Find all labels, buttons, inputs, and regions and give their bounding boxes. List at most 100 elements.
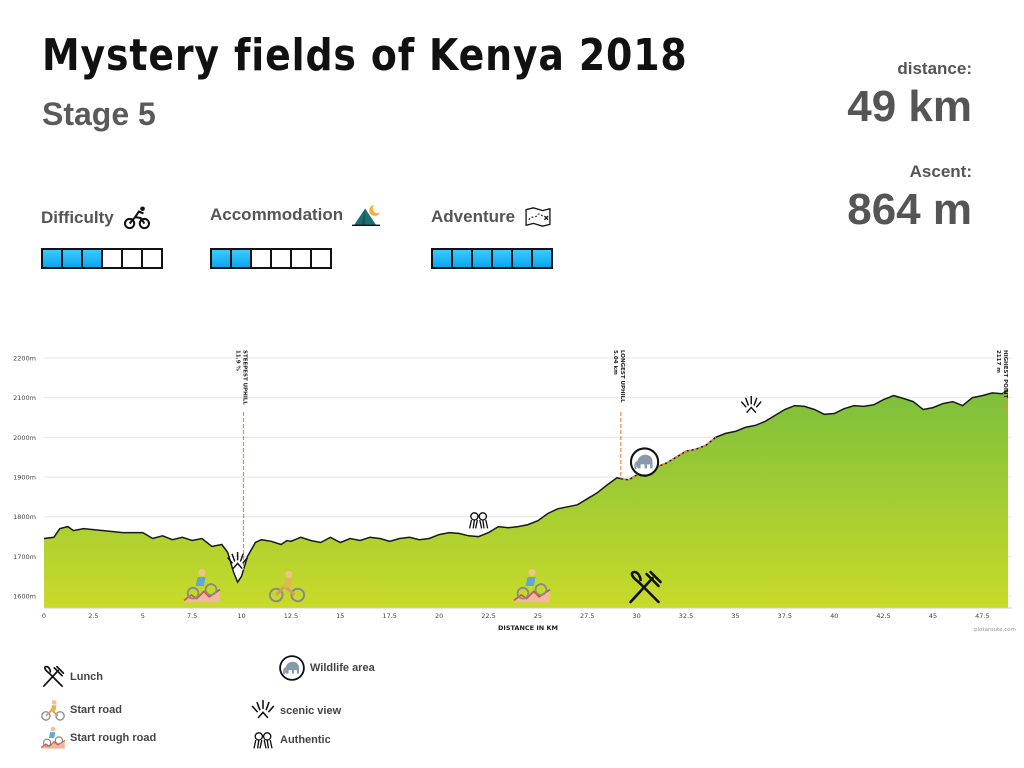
x-tick-label: 30 [633, 612, 641, 620]
elevation-fill [44, 389, 1009, 608]
legend-wildlife: Wildlife area [278, 654, 375, 682]
tent-icon [352, 202, 382, 228]
rating-segment [493, 250, 513, 267]
legend-start-road: Start road [40, 698, 122, 722]
x-tick-label: 47.5 [975, 612, 989, 620]
distance-value: 49 km [847, 82, 972, 131]
legend-lunch-label: Lunch [70, 671, 103, 683]
stage-subtitle: Stage 5 [42, 96, 156, 132]
rating-segment [123, 250, 143, 267]
y-tick-label: 2000m [13, 434, 36, 442]
rating-segment [143, 250, 161, 267]
rating-segment [63, 250, 83, 267]
legend-scenic: scenic view [250, 698, 341, 724]
legend-authentic-label: Authentic [280, 734, 331, 746]
difficulty-bar [41, 248, 163, 269]
x-tick-label: 40 [830, 612, 838, 620]
rating-segment [513, 250, 533, 267]
accommodation-label: Accommodation [210, 205, 344, 224]
rating-segment [232, 250, 252, 267]
x-tick-label: 5 [141, 612, 145, 620]
distance-label: distance: [897, 59, 972, 78]
y-tick-label: 1700m [13, 553, 36, 561]
rating-segment [292, 250, 312, 267]
legend-start-rough-road-label: Start rough road [70, 732, 157, 744]
rating-segment [83, 250, 103, 267]
y-tick-label: 1800m [13, 513, 36, 521]
adventure-label: Adventure [431, 207, 516, 226]
x-tick-label: 10 [237, 612, 245, 620]
longest-uphill-highlight [622, 436, 717, 481]
marker-label: STEEPEST UPHILL [242, 350, 248, 405]
x-tick-label: 27.5 [580, 612, 594, 620]
elevation-area [43, 389, 1009, 608]
scenic-view-icon [740, 395, 762, 413]
y-tick-label: 2100m [13, 394, 36, 402]
accommodation-bar [210, 248, 332, 269]
legend-scenic-label: scenic view [280, 705, 342, 717]
rating-segment [103, 250, 123, 267]
legend-authentic: Authentic [250, 728, 331, 752]
y-tick-label: 1900m [13, 474, 36, 482]
legend-start-road-label: Start road [70, 704, 122, 716]
chart-credit: plotaroute.com [974, 627, 1016, 633]
x-tick-label: 25 [534, 612, 542, 620]
adventure-bar [431, 248, 553, 269]
wildlife-icon [629, 447, 660, 477]
cyclist-icon [123, 206, 151, 230]
x-tick-label: 32.5 [679, 612, 693, 620]
x-tick-label: 45 [929, 612, 937, 620]
lunch-icon [40, 664, 66, 690]
rating-segment [473, 250, 493, 267]
x-tick-label: 17.5 [382, 612, 396, 620]
elevation-line [43, 389, 1009, 584]
start-road-icon [40, 698, 66, 722]
x-tick-label: 7.5 [187, 612, 197, 620]
x-axis-label: DISTANCE IN KM [498, 624, 558, 632]
rating-segment [272, 250, 292, 267]
adventure-rating: Adventure [431, 206, 553, 269]
difficulty-rating: Difficulty [41, 206, 163, 269]
x-tick-label: 37.5 [778, 612, 792, 620]
legend-wildlife-label: Wildlife area [310, 662, 375, 674]
difficulty-label: Difficulty [41, 208, 114, 227]
marker-label: HIGHEST POINT [1002, 350, 1008, 399]
scenic-view-icon [250, 698, 276, 724]
rating-segment [533, 250, 551, 267]
x-tick-label: 22.5 [481, 612, 495, 620]
x-tick-label: 12.5 [284, 612, 298, 620]
marker-sublabel: 11.9 % [235, 350, 241, 371]
rating-segment [212, 250, 232, 267]
ascent-label: Ascent: [909, 162, 972, 181]
map-icon [524, 206, 552, 228]
start-rough-road-icon [40, 726, 66, 750]
x-tick-label: 35 [731, 612, 739, 620]
marker-sublabel: 5.04 km [612, 350, 618, 375]
rating-segment [312, 250, 330, 267]
rating-segment [453, 250, 473, 267]
page-title: Mystery fields of Kenya 2018 [42, 30, 688, 81]
x-tick-label: 20 [435, 612, 443, 620]
rating-segment [43, 250, 63, 267]
legend-lunch: Lunch [40, 664, 103, 690]
legend-start-rough-road: Start rough road [40, 726, 156, 750]
marker-sublabel: 2117 m [995, 350, 1001, 373]
y-tick-label: 1600m [13, 593, 36, 601]
chart-axes: 1600m 1700m 1800m 1900m 2000m 2100m 2200m 0 2.5 5… [13, 354, 1012, 620]
y-tick-label: 2200m [13, 354, 36, 362]
rating-segment [433, 250, 453, 267]
authentic-icon [250, 728, 276, 752]
marker-label: LONGEST UPHILL [619, 350, 625, 403]
x-tick-label: 0 [42, 612, 46, 620]
wildlife-icon [278, 654, 306, 682]
accommodation-rating: Accommodation [210, 202, 382, 269]
x-tick-label: 2.5 [88, 612, 98, 620]
ascent-value: 864 m [847, 185, 972, 234]
authentic-icon [468, 512, 489, 530]
x-tick-label: 42.5 [876, 612, 890, 620]
